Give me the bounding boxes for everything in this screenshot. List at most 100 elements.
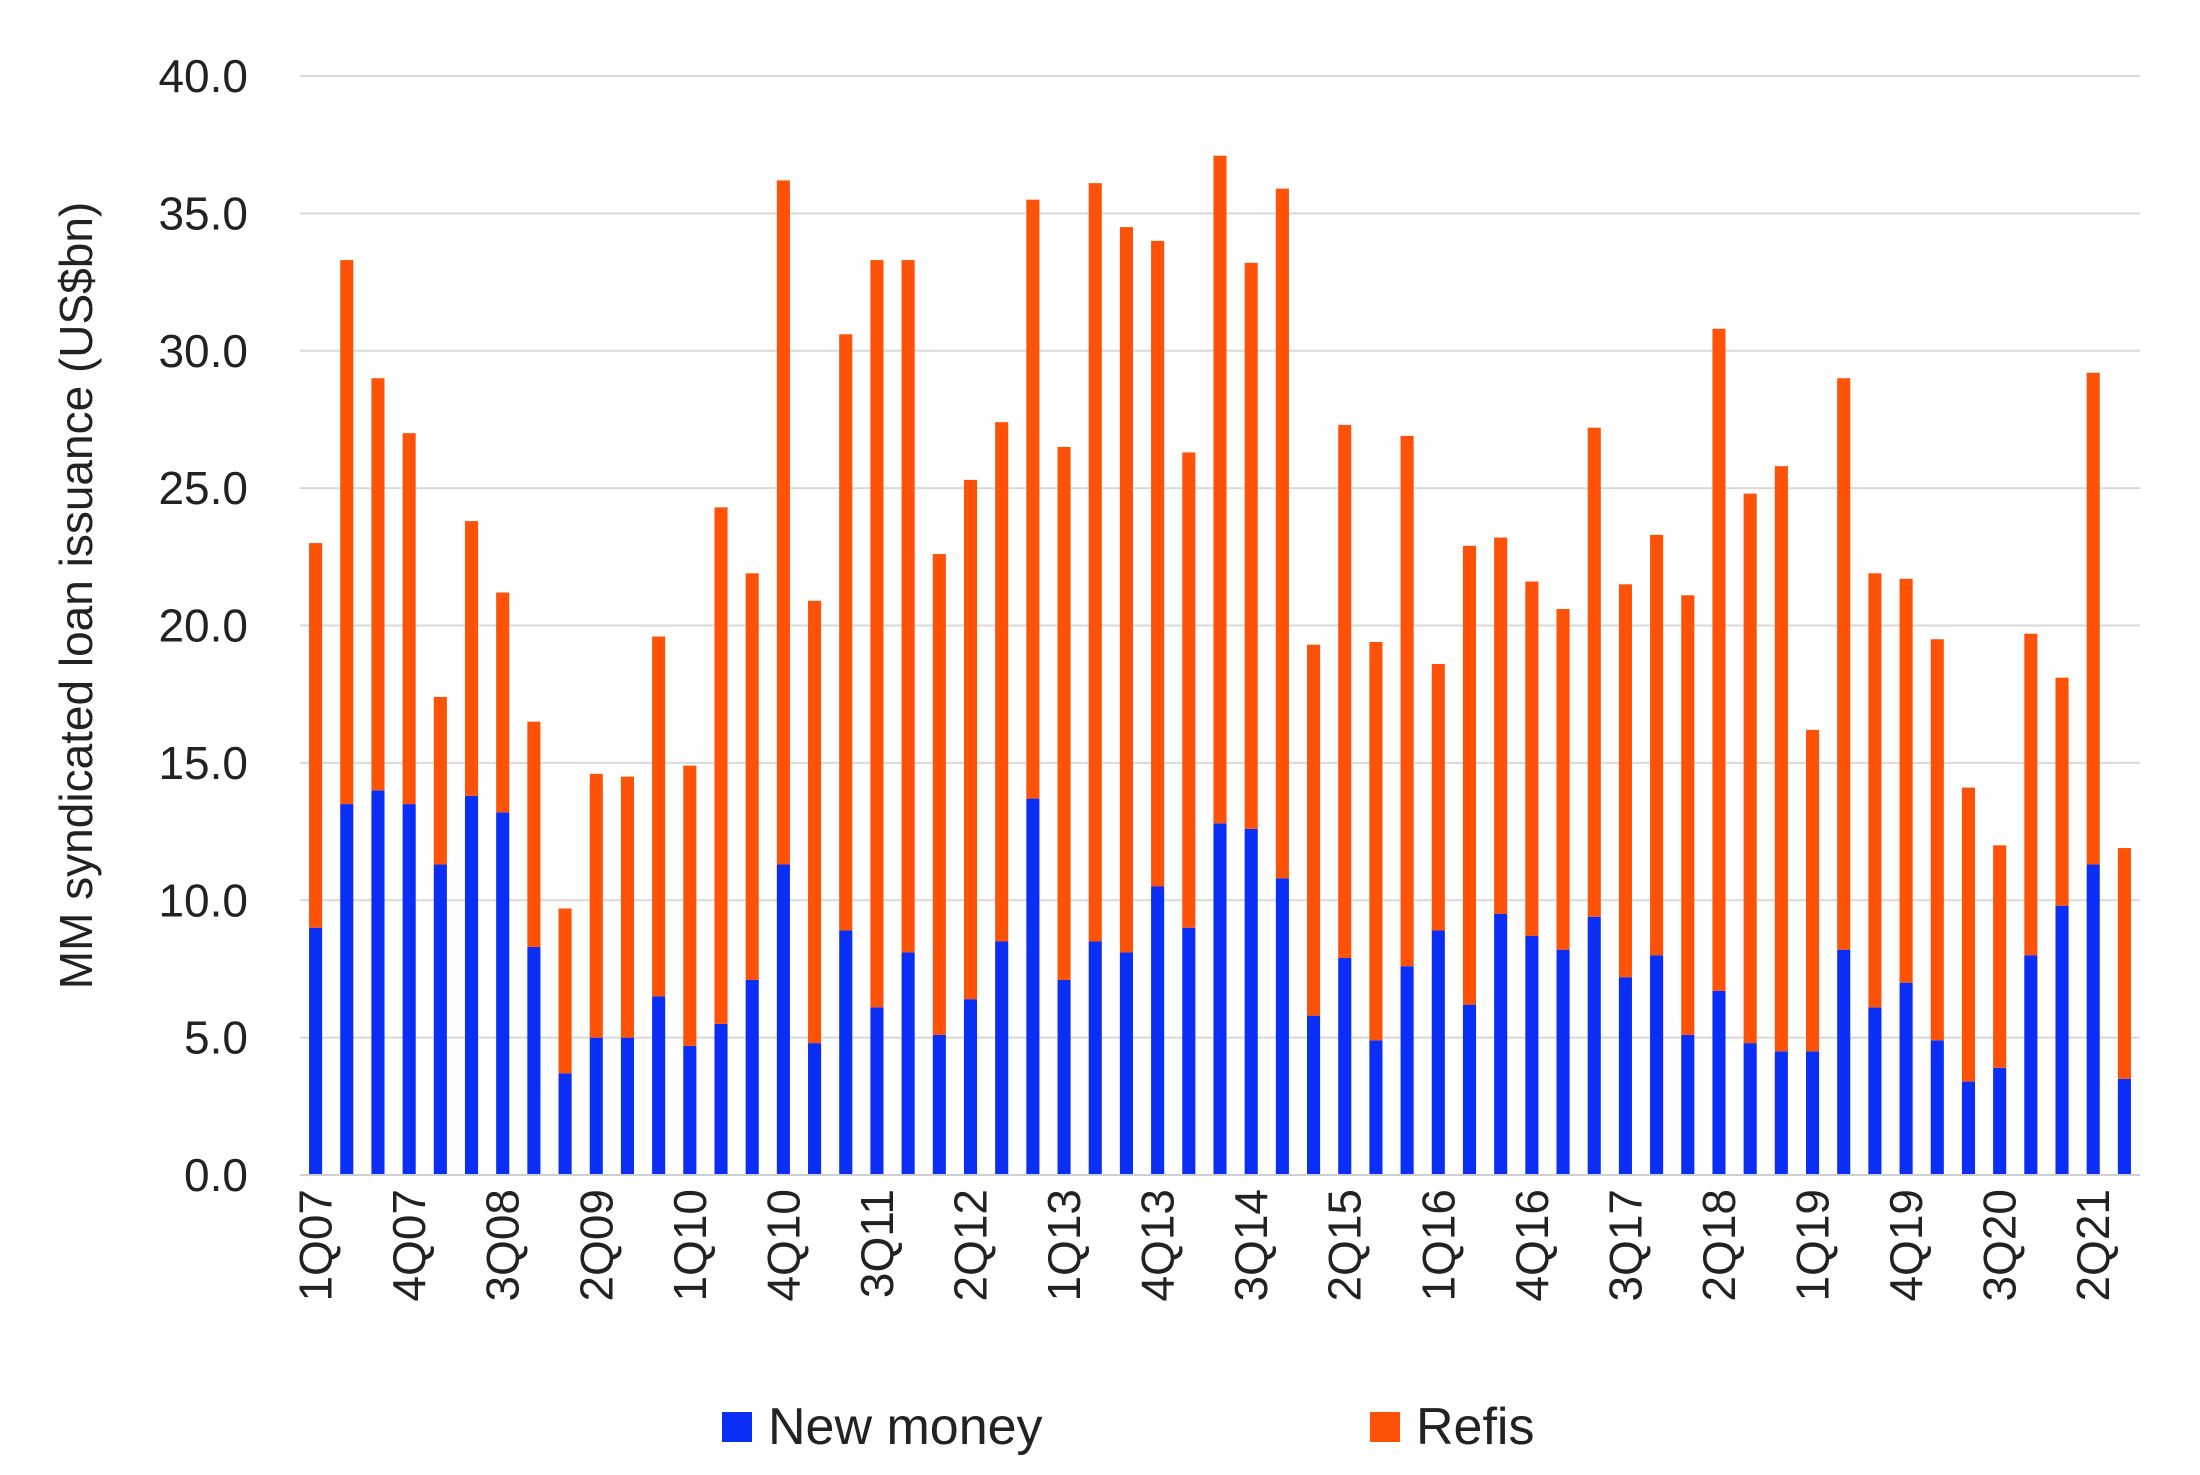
x-tick-label: 3Q11: [851, 1189, 903, 1298]
bar-refis: [870, 260, 884, 1008]
bar-refis: [652, 636, 666, 997]
bar-refis: [464, 521, 479, 796]
bar-new-money: [464, 795, 479, 1175]
bar-new-money: [1182, 927, 1196, 1175]
bar-new-money: [1837, 949, 1851, 1175]
bar-refis: [776, 180, 790, 865]
bar-new-money: [652, 996, 666, 1175]
bar-new-money: [1400, 966, 1414, 1175]
x-tick-label: 1Q13: [1038, 1189, 1090, 1302]
bar-refis: [496, 592, 510, 813]
bar-refis: [1026, 199, 1040, 799]
legend: New money Refis: [722, 1398, 1534, 1456]
bar-refis: [1400, 435, 1414, 967]
bar-refis: [1587, 427, 1601, 917]
bar-new-money: [496, 812, 510, 1175]
bar-new-money: [1868, 1007, 1882, 1175]
bar-new-money: [714, 1023, 728, 1175]
bar-refis: [1525, 581, 1539, 936]
bar-refis: [1993, 845, 2007, 1068]
x-tick-label: 4Q19: [1880, 1189, 1932, 1302]
y-axis-ticks: 0.0 5.0 10.0 15.0 20.0 25.0 30.0 35.0 40.0: [158, 50, 248, 1201]
bar-refis: [309, 543, 323, 928]
bar-refis: [1899, 578, 1913, 983]
bar-refis: [2086, 372, 2100, 865]
bar-refis: [1961, 787, 1976, 1082]
x-tick-label: 1Q07: [290, 1189, 342, 1302]
x-tick-label: 3Q17: [1599, 1189, 1651, 1302]
x-tick-label: 3Q08: [477, 1189, 529, 1302]
y-tick-label: 0.0: [184, 1149, 248, 1201]
y-tick-label: 15.0: [158, 737, 248, 789]
bar-refis: [1088, 183, 1102, 942]
bar-new-money: [932, 1034, 946, 1175]
bar-refis: [745, 573, 759, 980]
bar-new-money: [1275, 878, 1289, 1175]
y-tick-label: 20.0: [158, 600, 248, 652]
bar-new-money: [1213, 823, 1227, 1175]
bar-refis: [1057, 446, 1071, 980]
bar-refis: [1151, 240, 1165, 887]
bar-refis: [2117, 848, 2131, 1079]
y-axis-title: MM syndicated loan issuance (US$bn): [50, 202, 102, 989]
bar-new-money: [1151, 886, 1165, 1175]
bar-refis: [1805, 729, 1820, 1052]
bar-refis: [1369, 641, 1383, 1041]
bar-refis: [683, 765, 697, 1046]
bar-refis: [589, 773, 603, 1038]
bar-new-money: [1556, 949, 1570, 1175]
bars: [309, 155, 2131, 1175]
bar-new-money: [1525, 935, 1539, 1175]
x-tick-label: 3Q14: [1225, 1189, 1277, 1302]
bar-refis: [808, 600, 822, 1044]
legend-swatch: [1370, 1412, 1400, 1442]
bar-refis: [1650, 534, 1664, 956]
bar-new-money: [558, 1073, 572, 1175]
bar-refis: [963, 479, 978, 1000]
bar-refis: [402, 433, 416, 805]
bar-new-money: [1743, 1043, 1757, 1175]
bar-new-money: [839, 930, 853, 1175]
bar-new-money: [1805, 1051, 1820, 1175]
y-tick-label: 5.0: [184, 1012, 248, 1064]
bar-new-money: [901, 952, 915, 1175]
bar-new-money: [433, 864, 447, 1175]
bar-refis: [1618, 584, 1632, 978]
bar-refis: [1307, 644, 1321, 1016]
bar-new-money: [995, 941, 1009, 1175]
x-tick-label: 2Q15: [1319, 1189, 1371, 1302]
bar-new-money: [1930, 1040, 1944, 1175]
bar-new-money: [1587, 916, 1601, 1175]
bar-new-money: [1026, 798, 1040, 1175]
bar-new-money: [1307, 1015, 1321, 1175]
bar-refis: [527, 721, 541, 947]
bar-refis: [995, 422, 1009, 942]
x-tick-label: 3Q20: [1974, 1189, 2026, 1302]
x-tick-label: 4Q10: [757, 1189, 809, 1302]
bar-new-money: [402, 804, 416, 1175]
bar-refis: [433, 696, 447, 865]
bar-new-money: [808, 1043, 822, 1175]
bar-refis: [371, 378, 385, 791]
x-tick-label: 4Q16: [1506, 1189, 1558, 1302]
bar-new-money: [1650, 955, 1664, 1175]
y-tick-label: 25.0: [158, 462, 248, 514]
bar-new-money: [683, 1045, 697, 1175]
bar-new-money: [2117, 1078, 2131, 1175]
bar-refis: [1681, 595, 1695, 1035]
y-tick-label: 40.0: [158, 50, 248, 102]
bar-new-money: [1618, 977, 1632, 1175]
bar-refis: [1213, 155, 1227, 824]
bar-refis: [1712, 328, 1726, 991]
bar-refis: [1837, 378, 1851, 950]
bar-new-money: [963, 999, 978, 1175]
x-tick-label: 2Q09: [570, 1189, 622, 1302]
legend-swatch: [722, 1412, 752, 1442]
bar-new-money: [776, 864, 790, 1175]
bar-new-money: [1088, 941, 1102, 1175]
bar-new-money: [1961, 1081, 1976, 1175]
bar-refis: [932, 554, 946, 1035]
x-tick-label: 2Q12: [945, 1189, 997, 1302]
bar-refis: [2055, 677, 2069, 906]
